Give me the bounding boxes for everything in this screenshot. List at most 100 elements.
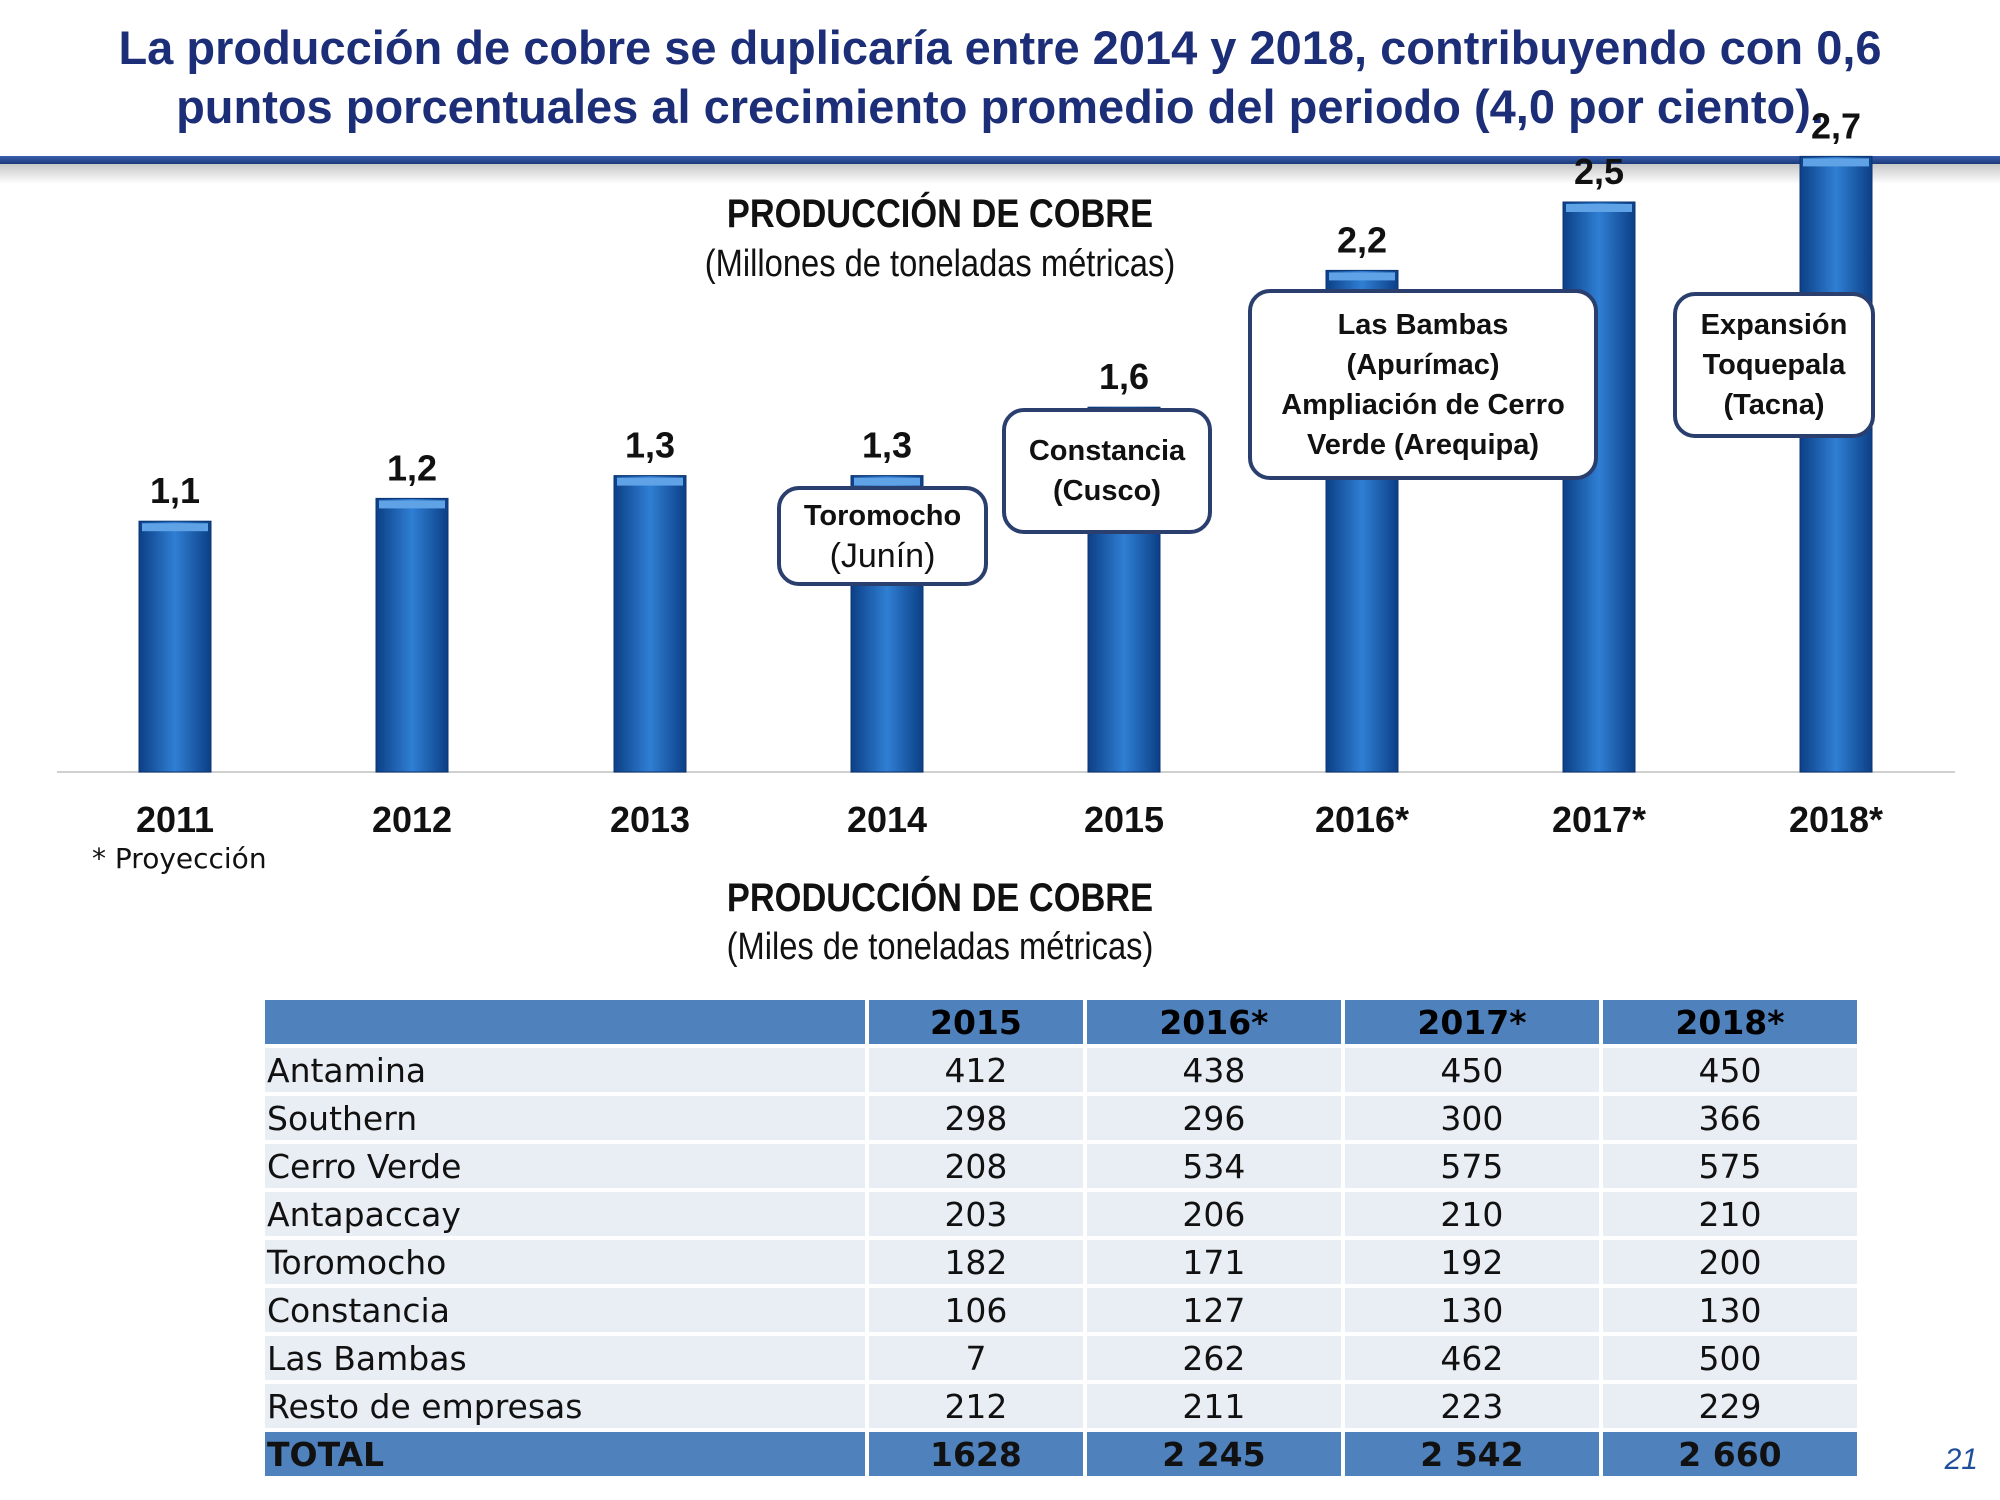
header-cell-2016: 2016* (1086, 1000, 1341, 1044)
value-cell: 500 (1602, 1336, 1857, 1380)
table-row: Southern 298 296 300 366 (265, 1096, 1857, 1140)
bar-2013 (613, 475, 687, 773)
value-cell: 412 (869, 1048, 1083, 1092)
value-cell: 298 (869, 1096, 1083, 1140)
callout-line: (Junín) (829, 537, 936, 575)
value-cell: 223 (1344, 1384, 1599, 1428)
chart-title: PRODUCCIÓN DE COBRE (726, 192, 1154, 236)
table-row: Cerro Verde 208 534 575 575 (265, 1144, 1857, 1188)
bar-value-label: 2,5 (1574, 151, 1624, 192)
table-subtitle: (Miles de toneladas métricas) (726, 926, 1154, 968)
callout-2016: Las Bambas (Apurímac) Ampliación de Cerro V… (1248, 289, 1598, 480)
value-cell: 130 (1602, 1288, 1857, 1332)
value-cell: 210 (1602, 1192, 1857, 1236)
value-cell: 300 (1344, 1096, 1599, 1140)
callout-line: Ampliación de Cerro (1281, 388, 1565, 421)
header-cell-2017: 2017* (1344, 1000, 1599, 1044)
callout-line: Toquepala (1702, 349, 1846, 381)
callout-line: (Cusco) (1053, 475, 1161, 507)
total-value-cell: 1628 (869, 1432, 1083, 1476)
total-value-cell: 2 660 (1602, 1432, 1857, 1476)
value-cell: 575 (1602, 1144, 1857, 1188)
bar-top-highlight (1329, 272, 1395, 281)
bar-value-label: 2,7 (1811, 105, 1861, 146)
table-row: Resto de empresas 212 211 223 229 (265, 1384, 1857, 1428)
company-cell: Las Bambas (265, 1336, 865, 1380)
callout-2015: Constancia (Cusco) (1002, 408, 1212, 534)
value-cell: 127 (1086, 1288, 1341, 1332)
company-cell: Antamina (265, 1048, 865, 1092)
bar-value-label: 1,3 (862, 425, 912, 466)
bar-top-highlight (142, 523, 208, 532)
total-label-cell: TOTAL (265, 1432, 865, 1476)
x-tick-label: 2018* (1789, 799, 1883, 840)
bar-top-highlight (1566, 204, 1632, 212)
value-cell: 208 (869, 1144, 1083, 1188)
callout-line: (Apurímac) (1346, 348, 1500, 381)
header-cell-2015: 2015 (869, 1000, 1083, 1044)
value-cell: 203 (869, 1192, 1083, 1236)
x-tick-label: 2012 (372, 799, 452, 840)
production-table: 2015 2016* 2017* 2018* Antamina 412 438 … (261, 996, 1861, 1480)
bar-top-highlight (379, 500, 445, 509)
header-cell-blank (265, 1000, 865, 1044)
callout-2018: Expansión Toquepala (Tacna) (1673, 292, 1875, 438)
value-cell: 211 (1086, 1384, 1341, 1428)
value-cell: 130 (1344, 1288, 1599, 1332)
x-tick-label: 2016* (1315, 799, 1409, 840)
value-cell: 575 (1344, 1144, 1599, 1188)
value-cell: 450 (1344, 1048, 1599, 1092)
company-cell: Cerro Verde (265, 1144, 865, 1188)
bar-value-label: 1,1 (150, 470, 200, 511)
total-value-cell: 2 245 (1086, 1432, 1341, 1476)
callout-line: Las Bambas (1337, 308, 1509, 341)
bar-2018 (1799, 155, 1873, 773)
x-tick-label: 2015 (1084, 799, 1164, 840)
value-cell: 229 (1602, 1384, 1857, 1428)
table-row: Toromocho 182 171 192 200 (265, 1240, 1857, 1284)
value-cell: 182 (869, 1240, 1083, 1284)
callout-line: Verde (Arequipa) (1306, 428, 1540, 461)
value-cell: 212 (869, 1384, 1083, 1428)
table-row: Antapaccay 203 206 210 210 (265, 1192, 1857, 1236)
bar-value-label: 1,3 (625, 425, 675, 466)
value-cell: 462 (1344, 1336, 1599, 1380)
value-cell: 450 (1602, 1048, 1857, 1092)
bar-top-highlight (617, 477, 683, 486)
headline-line-1: La producción de cobre se duplicaría ent… (118, 21, 1882, 74)
page-number: 21 (1944, 1443, 1978, 1476)
value-cell: 296 (1086, 1096, 1341, 1140)
x-tick-label: 2011 (136, 799, 214, 840)
value-cell: 534 (1086, 1144, 1341, 1188)
total-value-cell: 2 542 (1344, 1432, 1599, 1476)
value-cell: 366 (1602, 1096, 1857, 1140)
company-cell: Constancia (265, 1288, 865, 1332)
bar-top-highlight (1803, 158, 1869, 167)
value-cell: 200 (1602, 1240, 1857, 1284)
slide-headline: La producción de cobre se duplicaría ent… (30, 18, 1970, 136)
table-header-row: 2015 2016* 2017* 2018* (265, 1000, 1857, 1044)
value-cell: 106 (869, 1288, 1083, 1332)
value-cell: 192 (1344, 1240, 1599, 1284)
value-cell: 171 (1086, 1240, 1341, 1284)
value-cell: 206 (1086, 1192, 1341, 1236)
callout-line: Toromocho (803, 500, 962, 532)
table-total-row: TOTAL 1628 2 245 2 542 2 660 (265, 1432, 1857, 1476)
company-cell: Toromocho (265, 1240, 865, 1284)
x-tick-label: 2017* (1552, 799, 1646, 840)
headline-line-2: puntos porcentuales al crecimiento prome… (176, 80, 1824, 133)
table-row: Constancia 106 127 130 130 (265, 1288, 1857, 1332)
header-divider (0, 156, 2000, 164)
table-title: PRODUCCIÓN DE COBRE (726, 876, 1154, 920)
x-tick-label: 2014 (847, 799, 927, 840)
projection-note: * Proyección (92, 842, 267, 875)
bar-value-label: 2,2 (1337, 219, 1387, 260)
bar-chart: 1,1 2011 1,2 2012 1,3 2013 1,3 2014 1,6 2015 2,2 20… (57, 105, 1955, 840)
value-cell: 438 (1086, 1048, 1341, 1092)
value-cell: 262 (1086, 1336, 1341, 1380)
bar-value-label: 1,2 (387, 447, 437, 488)
company-cell: Antapaccay (265, 1192, 865, 1236)
header-divider-shadow (0, 164, 2000, 184)
bar-2017 (1562, 201, 1636, 773)
bar-2011 (138, 520, 212, 773)
